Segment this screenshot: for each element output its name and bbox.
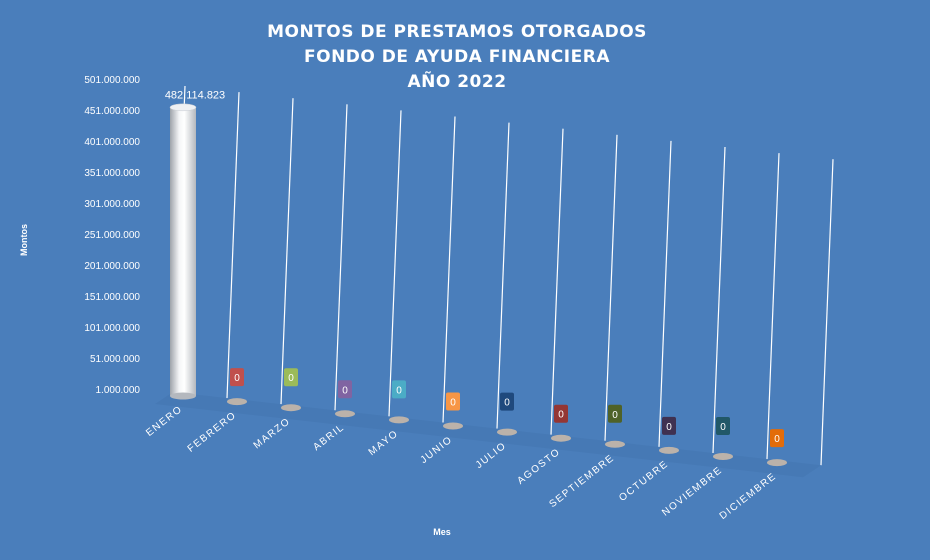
- chart-title-line-1: MONTOS DE PRESTAMOS OTORGADOS: [267, 22, 647, 42]
- bar-top: [169, 103, 197, 112]
- bar: [767, 459, 787, 467]
- y-tick-label: 401.000.000: [84, 137, 140, 148]
- bar-value-label: 0: [770, 429, 784, 448]
- y-tick-label: 501.000.000: [84, 75, 140, 86]
- bar: [335, 410, 355, 418]
- y-axis-title: Montos: [19, 224, 29, 256]
- bar-value-label: 0: [662, 416, 676, 435]
- x-tick-label: AGOSTO: [515, 446, 562, 486]
- data-label-box: [554, 404, 568, 423]
- bar: [227, 398, 247, 406]
- data-label-box: [284, 368, 298, 387]
- data-label-box: [392, 380, 406, 399]
- data-label-text: 0: [774, 434, 780, 445]
- x-tick-label: MARZO: [252, 416, 293, 452]
- bar-body: [170, 107, 196, 396]
- x-tick-label: JUNIO: [419, 434, 455, 466]
- data-label-text: 0: [720, 422, 726, 433]
- bar-value-label: 0: [446, 392, 460, 411]
- data-label-box: [446, 392, 460, 411]
- y-tick-label: 251.000.000: [84, 230, 140, 241]
- y-tick-label: 301.000.000: [84, 199, 140, 210]
- y-tick-label: 351.000.000: [84, 168, 140, 179]
- gridline: [334, 104, 348, 411]
- bar-value-label: 482.114.823: [165, 89, 225, 101]
- bar: [389, 416, 409, 424]
- data-label-text: 0: [396, 385, 402, 396]
- x-axis-title: Mes: [433, 527, 451, 537]
- y-tick-label: 151.000.000: [84, 292, 140, 303]
- bar: [551, 434, 571, 442]
- x-tick-label: OCTUBRE: [617, 459, 671, 504]
- x-tick-label: ENERO: [144, 404, 185, 439]
- y-tick-label: 51.000.000: [90, 354, 140, 365]
- x-tick-label: MAYO: [367, 428, 401, 458]
- x-tick-label: NOVIEMBRE: [660, 465, 725, 519]
- bar-value-label: 0: [608, 404, 622, 423]
- bar: [443, 422, 463, 430]
- y-tick-label: 451.000.000: [84, 106, 140, 117]
- data-label-text: 0: [234, 373, 240, 384]
- gridline: [388, 110, 402, 417]
- bar-value-label: 0: [284, 368, 298, 387]
- bar: [659, 446, 679, 454]
- data-label-text: 0: [450, 398, 456, 409]
- y-tick-label: 101.000.000: [84, 323, 140, 334]
- gridline: [226, 92, 240, 399]
- data-label-text: 0: [612, 410, 618, 421]
- data-label-box: [716, 417, 730, 435]
- x-tick-label: FEBRERO: [186, 410, 239, 455]
- bar-value-label: 0: [338, 380, 352, 399]
- data-label-text: 0: [558, 410, 564, 421]
- bar-value-label: 0: [554, 404, 568, 423]
- data-label-box: [662, 416, 676, 435]
- y-tick-label: 1.000.000: [96, 385, 141, 396]
- bar: [497, 428, 517, 436]
- bar: [281, 404, 301, 412]
- bar: [605, 440, 625, 448]
- gridlines: [155, 85, 834, 478]
- chart-title-line-2: FONDO DE AYUDA FINANCIERA: [304, 47, 610, 67]
- data-label-box: [230, 368, 244, 387]
- x-tick-label: JULIO: [474, 440, 509, 471]
- x-tick-label: DICIEMBRE: [718, 471, 779, 522]
- chart-title: MONTOS DE PRESTAMOS OTORGADOS FONDO DE A…: [267, 22, 647, 92]
- bar-value-label: 0: [500, 392, 514, 411]
- bar-value-label: 0: [716, 417, 730, 435]
- gridline: [442, 116, 456, 423]
- gridline: [820, 159, 834, 466]
- data-label-text: 0: [666, 422, 672, 433]
- data-label-text: 0: [288, 373, 294, 384]
- bar-value-label: 0: [392, 380, 406, 399]
- y-axis-ticks: 501.000.000 451.000.000 401.000.000 351.000…: [84, 75, 140, 396]
- gridline: [550, 128, 564, 435]
- y-tick-label: 201.000.000: [84, 261, 140, 272]
- gridline: [496, 122, 510, 429]
- gridline: [280, 98, 294, 405]
- gridline: [658, 140, 672, 447]
- bar: [169, 103, 197, 400]
- x-tick-label: SEPTIEMBRE: [547, 452, 616, 510]
- chart-floor: [155, 392, 821, 478]
- bar: [713, 453, 733, 460]
- chart-title-line-3: AÑO 2022: [407, 69, 506, 92]
- x-tick-label: ABRIL: [311, 422, 346, 453]
- bar-base: [170, 392, 196, 400]
- gridline: [604, 134, 618, 441]
- gridline: [766, 153, 780, 460]
- bar-value-label: 0: [230, 368, 244, 387]
- data-label-box: [338, 380, 352, 399]
- data-label-text: 0: [504, 398, 510, 409]
- data-label-box: [770, 429, 784, 448]
- data-label-box: [500, 392, 514, 411]
- data-label-text: 0: [342, 385, 348, 396]
- bars: 482.114.823 0 0 0 0 0 0 0 0 0 0 0: [165, 89, 787, 467]
- gridline: [712, 146, 726, 454]
- data-label-box: [608, 404, 622, 423]
